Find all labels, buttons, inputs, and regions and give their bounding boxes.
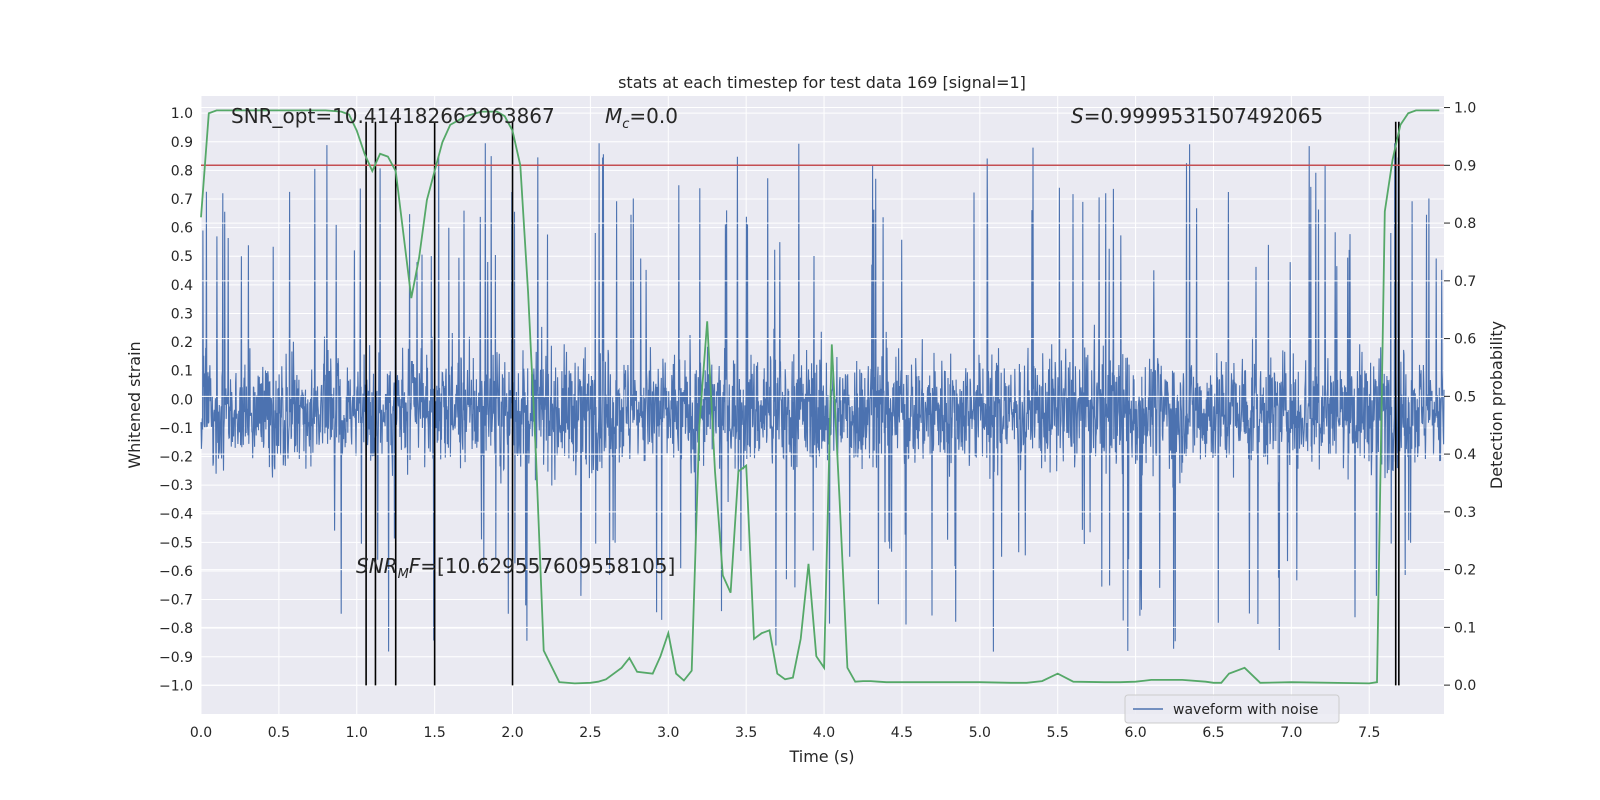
y-tick-label: 0.0 xyxy=(171,392,193,408)
x-tick-label: 1.0 xyxy=(346,725,368,741)
y2-tick-label: 0.6 xyxy=(1454,332,1476,348)
y2-tick-label: 1.0 xyxy=(1454,101,1476,117)
x-tick-label: 0.0 xyxy=(190,725,212,741)
x-tick-label: 2.0 xyxy=(501,725,523,741)
x-tick-label: 6.5 xyxy=(1202,725,1224,741)
y-tick-label: 0.5 xyxy=(171,249,193,265)
y-tick-label: −0.9 xyxy=(159,650,193,666)
legend-box xyxy=(1124,694,1340,724)
x-tick-label: 3.5 xyxy=(735,725,757,741)
y-tick-label: −0.2 xyxy=(159,450,193,466)
snr-mf-subscript: M xyxy=(398,567,409,582)
axes: 0.0 0.5 1.0 1.5 2.0 2.5 3.0 3.5 4.0 4.5 5.0 5.5 6.0 6… xyxy=(159,101,1476,741)
y-tick-label: 0.4 xyxy=(171,278,193,294)
y-tick-label: 0.2 xyxy=(171,335,193,351)
y-tick-label: 0.3 xyxy=(171,306,193,322)
y-tick-label: 0.6 xyxy=(171,221,193,237)
statistic-annotation: S=0.9999531507492065 xyxy=(1071,104,1323,128)
y-tick-label: 0.8 xyxy=(171,163,193,179)
y-tick-label: −0.6 xyxy=(159,564,193,580)
x-tick-label: 1.5 xyxy=(424,725,446,741)
y-tick-label: −0.7 xyxy=(159,593,193,609)
y2-tick-label: 0.3 xyxy=(1454,505,1476,521)
y2-tick-label: 0.8 xyxy=(1454,216,1476,232)
y-tick-label: 0.7 xyxy=(171,192,193,208)
y-tick-label: −0.3 xyxy=(159,478,193,494)
snr-mf-tail: F xyxy=(409,554,421,578)
y-tick-label: 0.1 xyxy=(171,364,193,380)
y-tick-label: −1.0 xyxy=(159,678,193,694)
mc-subscript: c xyxy=(622,117,629,132)
snr-opt-annotation: SNR_opt=10.414182662963867 xyxy=(231,104,555,128)
y2-tick-label: 0.0 xyxy=(1454,678,1476,694)
detection-probability-line xyxy=(200,109,1440,685)
x-tick-label: 7.5 xyxy=(1358,725,1380,741)
snr-mf-annotation: SNRMF=[10.629557609558105] xyxy=(356,554,675,582)
y-tick-label: 0.9 xyxy=(171,135,193,151)
x-tick-label: 7.0 xyxy=(1280,725,1302,741)
waveform-with-noise-line xyxy=(200,143,1445,652)
y-tick-label: −0.8 xyxy=(159,621,193,637)
y-tick-label: 1.0 xyxy=(171,106,193,122)
y-axis-label: Whitened strain xyxy=(125,341,144,468)
y2-tick-label: 0.4 xyxy=(1454,447,1476,463)
s-value: =0.9999531507492065 xyxy=(1084,104,1323,128)
x-tick-label: 3.0 xyxy=(657,725,679,741)
mc-symbol: M xyxy=(605,104,622,128)
y2-tick-label: 0.9 xyxy=(1454,158,1476,174)
snr-mf-symbol: SNR xyxy=(356,554,398,578)
x-tick-label: 5.0 xyxy=(969,725,991,741)
x-tick-label: 4.0 xyxy=(813,725,835,741)
detection-probability-series xyxy=(200,109,1444,685)
y2-tick-label: 0.2 xyxy=(1454,563,1476,579)
x-tick-label: 0.5 xyxy=(268,725,290,741)
s-symbol: S xyxy=(1071,104,1084,128)
x-tick-label: 4.5 xyxy=(891,725,913,741)
y-tick-label: −0.1 xyxy=(159,421,193,437)
y2-tick-label: 0.5 xyxy=(1454,389,1476,405)
x-tick-label: 5.5 xyxy=(1047,725,1069,741)
y2-tick-label: 0.7 xyxy=(1454,274,1476,290)
chirp-mass-annotation: Mc=0.0 xyxy=(605,104,678,132)
snr-mf-value: =[10.629557609558105] xyxy=(420,554,675,578)
y2-axis-label: Detection probability xyxy=(1487,321,1506,489)
chart-title: stats at each timestep for test data 169… xyxy=(618,73,1026,92)
legend: waveform with noise xyxy=(1124,694,1340,724)
x-axis-label: Time (s) xyxy=(788,747,854,766)
vertical-markers xyxy=(365,121,1400,686)
mc-value: =0.0 xyxy=(629,104,678,128)
x-tick-label: 2.5 xyxy=(579,725,601,741)
legend-label-waveform: waveform with noise xyxy=(1173,702,1318,718)
y2-tick-label: 0.1 xyxy=(1454,620,1476,636)
y-tick-label: −0.5 xyxy=(159,535,193,551)
y-tick-label: −0.4 xyxy=(159,507,193,523)
x-tick-label: 6.0 xyxy=(1124,725,1146,741)
